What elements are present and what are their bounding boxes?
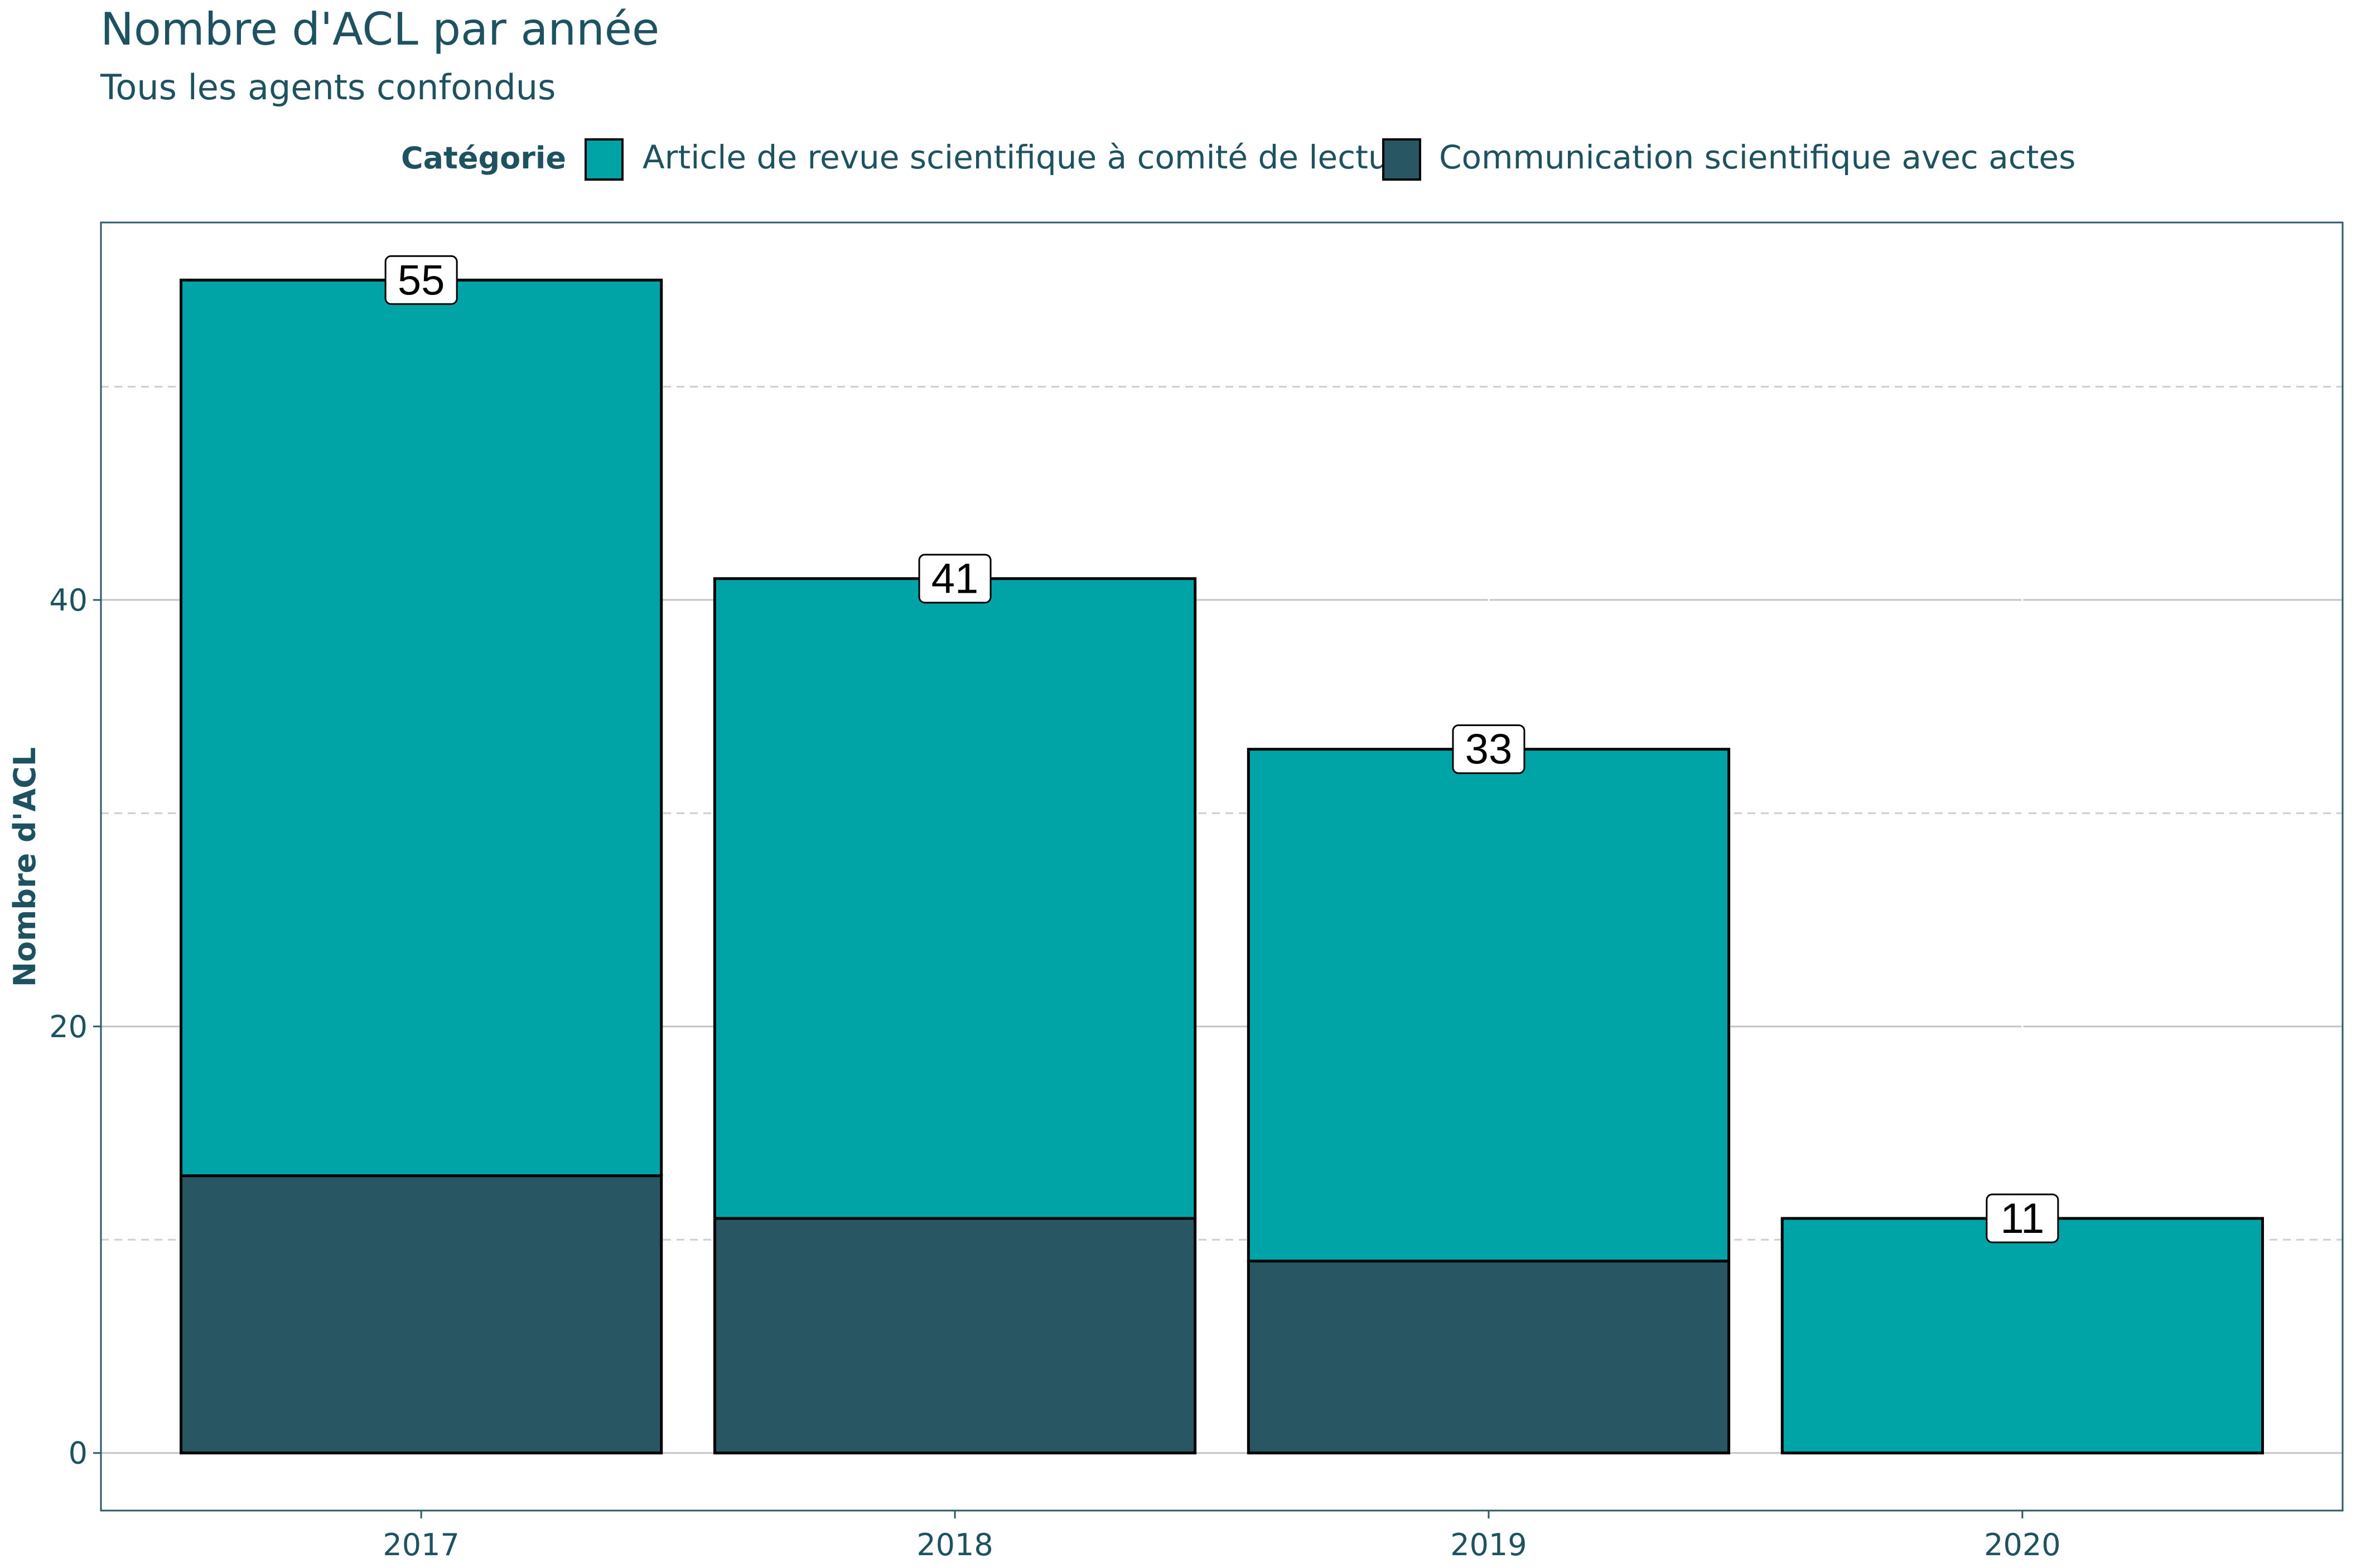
legend-swatch-article — [585, 138, 624, 181]
y-tick-label: 0 — [69, 1436, 88, 1471]
x-tick-label: 2020 — [1984, 1527, 2060, 1562]
legend-label-communication: Communication scientifique avec actes — [1439, 138, 2075, 176]
chart-subtitle: Tous les agents confondus — [100, 67, 556, 108]
bar-segment — [1247, 1260, 1731, 1455]
x-tick-label: 2019 — [1450, 1527, 1527, 1562]
bar-segment — [713, 1217, 1197, 1455]
bar-segment — [1247, 748, 1731, 1263]
data-label: 11 — [2000, 1195, 2044, 1242]
data-label-box — [1986, 1193, 2059, 1243]
data-label: 41 — [931, 555, 979, 603]
y-tick-label: 20 — [49, 1009, 88, 1044]
bar-segment — [180, 278, 663, 1178]
data-label-box — [918, 554, 992, 604]
x-tick-label: 2018 — [916, 1527, 993, 1562]
data-label: 33 — [1465, 726, 1513, 773]
legend-label-article: Article de revue scientifique à comité d… — [643, 138, 1421, 176]
data-label: 55 — [398, 257, 445, 304]
data-label-box — [384, 255, 458, 305]
x-axis: 2017 2018 2019 2020 — [383, 1511, 2061, 1562]
legend-swatch-communication — [1382, 138, 1421, 181]
y-tick-label: 40 — [49, 583, 88, 618]
bar-segment — [713, 577, 1197, 1220]
data-label-box — [1452, 724, 1525, 775]
bars — [180, 278, 2264, 1455]
x-tick-label: 2017 — [383, 1527, 459, 1562]
y-axis: 0 20 40 — [49, 583, 101, 1471]
y-axis-label: Nombre d'ACL — [7, 747, 42, 987]
chart-title: Nombre d'ACL par année — [100, 3, 659, 55]
panel-border — [100, 221, 2344, 1512]
bar-segment — [180, 1174, 663, 1455]
legend-title: Catégorie — [401, 141, 566, 176]
legend: Catégorie Article de revue scientifique … — [401, 138, 2075, 181]
bar-segment — [1780, 1217, 2264, 1455]
data-labels: 55 41 33 11 — [384, 255, 2059, 1243]
